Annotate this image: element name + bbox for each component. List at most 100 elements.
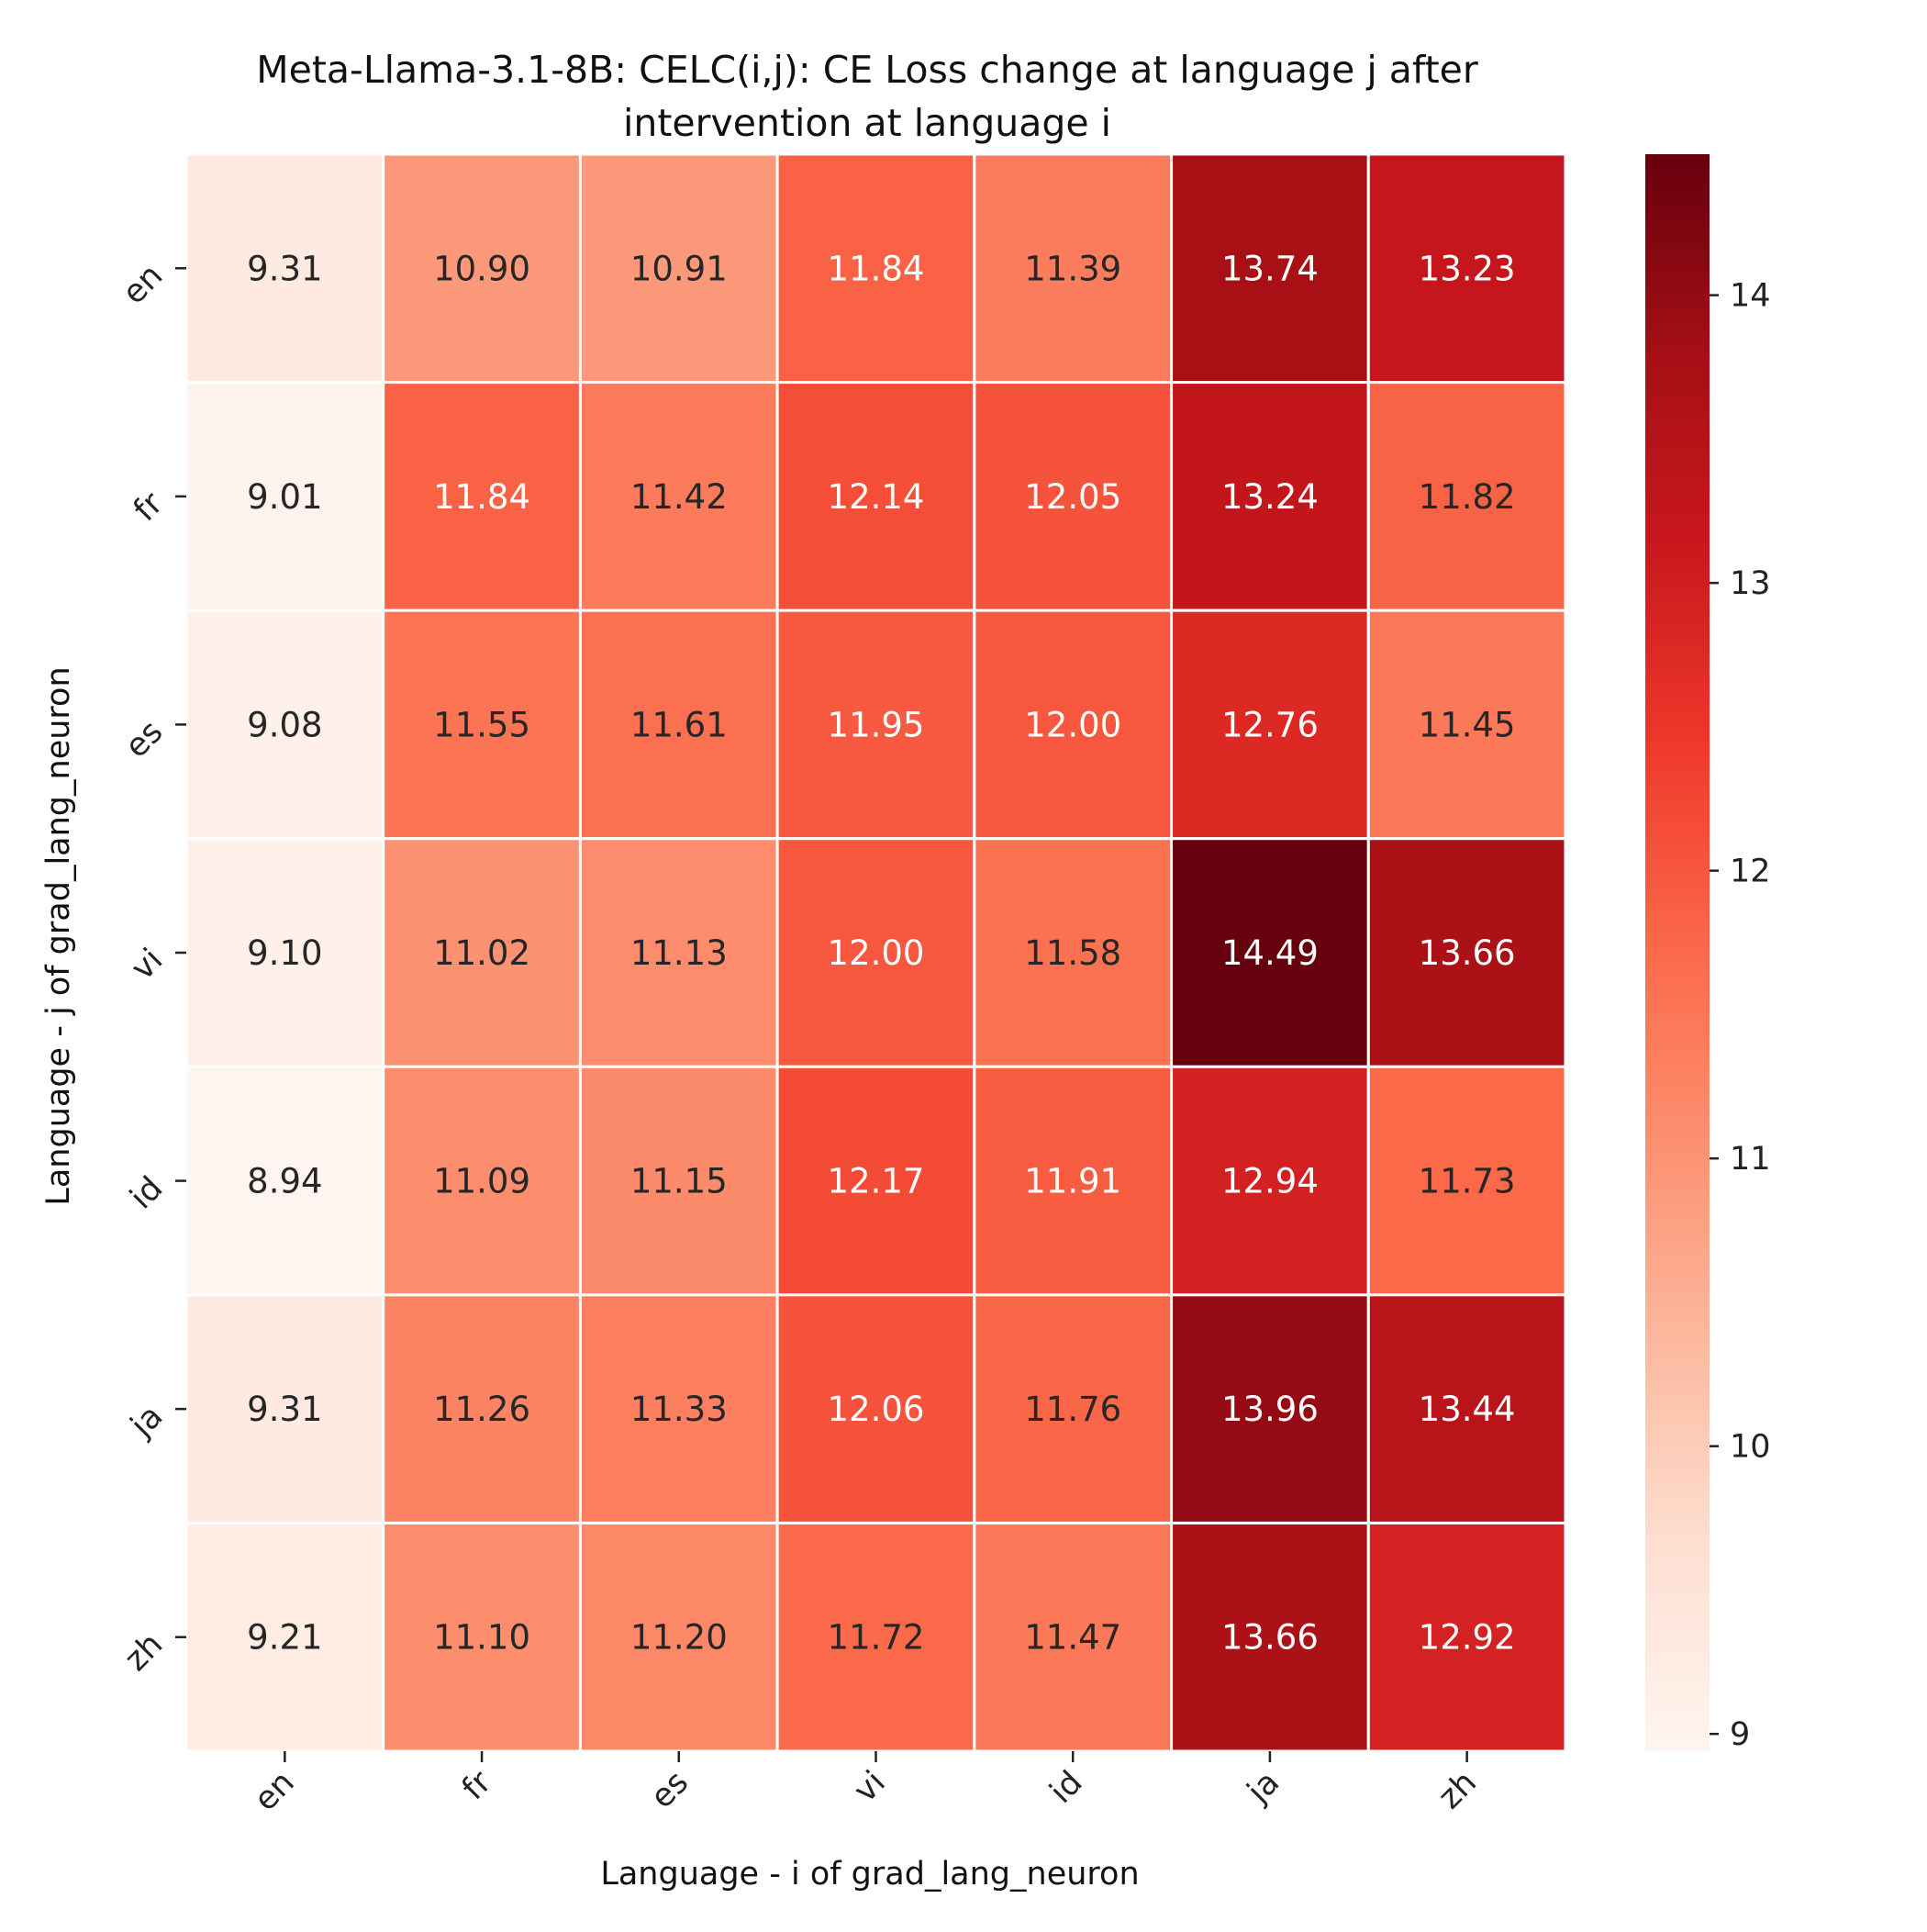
cell-value-label: 11.47 <box>1024 1618 1121 1658</box>
heatmap-cell <box>1366 1293 1567 1524</box>
heatmap-cell <box>775 1293 976 1524</box>
cell-value-label: 11.84 <box>828 249 925 288</box>
cell-value-label: 13.24 <box>1221 477 1319 517</box>
heatmap-cell <box>578 152 779 385</box>
cell-value-label: 11.45 <box>1419 705 1516 744</box>
heatmap-cell <box>973 381 1174 612</box>
heatmap-cell <box>1366 1065 1567 1297</box>
heatmap-cell <box>775 1521 976 1753</box>
heatmap-cell <box>973 152 1174 385</box>
heatmap-cell <box>973 1521 1174 1753</box>
colorbar-tick-label: 14 <box>1730 278 1771 315</box>
cell-value-label: 12.00 <box>828 933 925 973</box>
heatmap-cell <box>184 1065 385 1297</box>
cell-value-label: 11.13 <box>630 933 728 973</box>
cell-value-label: 9.01 <box>247 477 322 517</box>
y-tick-label: es <box>118 714 170 765</box>
cell-value-label: 12.14 <box>828 477 925 517</box>
heatmap-cell <box>1366 381 1567 612</box>
heatmap-cell <box>775 609 976 841</box>
heatmap-cell <box>1366 609 1567 841</box>
heatmap-cell <box>184 152 385 385</box>
cell-value-label: 11.26 <box>433 1390 530 1429</box>
colorbar-ticks: 9 10 11 12 13 14 <box>1710 278 1771 1753</box>
y-axis-label: Language - j of grad_lang_neuron <box>40 666 77 1205</box>
heatmap-cell <box>1366 837 1567 1068</box>
y-tick-label: zh <box>117 1626 170 1679</box>
cell-value-label: 11.95 <box>828 705 925 744</box>
heatmap-cell <box>382 1293 582 1524</box>
cell-value-label: 9.31 <box>247 249 322 288</box>
colorbar-tick-label: 13 <box>1730 565 1771 602</box>
heatmap-cell <box>578 381 779 612</box>
cell-value-label: 12.05 <box>1024 477 1121 517</box>
x-tick-label: es <box>644 1764 696 1815</box>
colorbar-tick-label: 10 <box>1730 1429 1771 1466</box>
y-tick-label: vi <box>125 942 171 988</box>
cell-value-label: 12.06 <box>828 1390 925 1429</box>
heatmap-cells: 9.31 10.90 10.91 11.84 11.39 13.74 13.23 9.01 11… <box>184 152 1567 1753</box>
heatmap-cell <box>578 609 779 841</box>
heatmap-cell <box>184 1521 385 1753</box>
cell-value-label: 10.90 <box>433 249 530 288</box>
colorbar-tick-label: 9 <box>1730 1716 1750 1753</box>
heatmap-cell <box>1170 837 1370 1068</box>
colorbar-tick-label: 12 <box>1730 854 1771 890</box>
y-axis-ticks: en fr es vi id ja zh <box>116 257 186 1679</box>
cell-value-label: 11.10 <box>433 1618 530 1658</box>
heatmap-cell <box>1366 1521 1567 1753</box>
cell-value-label: 11.91 <box>1024 1162 1121 1201</box>
cell-value-label: 11.02 <box>433 933 530 973</box>
x-tick-label: fr <box>455 1764 499 1808</box>
heatmap-cell <box>973 1293 1174 1524</box>
heatmap-cell <box>578 1521 779 1753</box>
heatmap-cell <box>1170 1521 1370 1753</box>
x-tick-label: id <box>1043 1764 1090 1811</box>
heatmap-cell <box>1170 152 1370 385</box>
cell-value-label: 13.66 <box>1221 1618 1319 1658</box>
heatmap-cell <box>184 1293 385 1524</box>
cell-value-label: 8.94 <box>247 1162 322 1201</box>
heatmap-cell <box>184 837 385 1068</box>
x-tick-label: vi <box>847 1764 893 1810</box>
cell-value-label: 11.58 <box>1024 933 1121 973</box>
cell-value-label: 11.82 <box>1419 477 1516 517</box>
cell-value-label: 13.44 <box>1419 1390 1516 1429</box>
cell-value-label: 13.96 <box>1221 1390 1319 1429</box>
cell-value-label: 9.21 <box>247 1618 322 1658</box>
cell-value-label: 12.76 <box>1221 705 1319 744</box>
cell-value-label: 13.23 <box>1419 249 1516 288</box>
cell-value-label: 11.33 <box>630 1390 728 1429</box>
heatmap-cell <box>382 837 582 1068</box>
cell-value-label: 13.74 <box>1221 249 1319 288</box>
heatmap-cell <box>775 152 976 385</box>
x-axis-label: Language - i of grad_lang_neuron <box>600 1856 1139 1893</box>
cell-value-label: 12.17 <box>828 1162 925 1201</box>
cell-value-label: 13.66 <box>1419 933 1516 973</box>
heatmap-cell <box>578 1293 779 1524</box>
cell-value-label: 9.31 <box>247 1390 322 1429</box>
cell-value-label: 11.84 <box>433 477 530 517</box>
heatmap-cell <box>578 1065 779 1297</box>
y-tick-label: id <box>123 1170 170 1217</box>
y-tick-label: ja <box>123 1398 170 1445</box>
cell-value-label: 9.10 <box>247 933 322 973</box>
colorbar <box>1645 154 1710 1751</box>
cell-value-label: 10.91 <box>630 249 728 288</box>
cell-value-label: 11.20 <box>630 1618 728 1658</box>
x-tick-label: ja <box>1240 1764 1287 1811</box>
cell-value-label: 12.92 <box>1419 1618 1516 1658</box>
heatmap-cell <box>382 152 582 385</box>
cell-value-label: 11.61 <box>630 705 728 744</box>
cell-value-label: 11.09 <box>433 1162 530 1201</box>
heatmap-cell <box>382 609 582 841</box>
y-tick-label: fr <box>127 486 171 530</box>
cell-value-label: 12.00 <box>1024 705 1121 744</box>
heatmap-cell <box>1170 609 1370 841</box>
x-tick-label: zh <box>1431 1764 1484 1816</box>
y-tick-label: en <box>116 257 170 311</box>
cell-value-label: 11.55 <box>433 705 530 744</box>
heatmap-cell <box>775 837 976 1068</box>
